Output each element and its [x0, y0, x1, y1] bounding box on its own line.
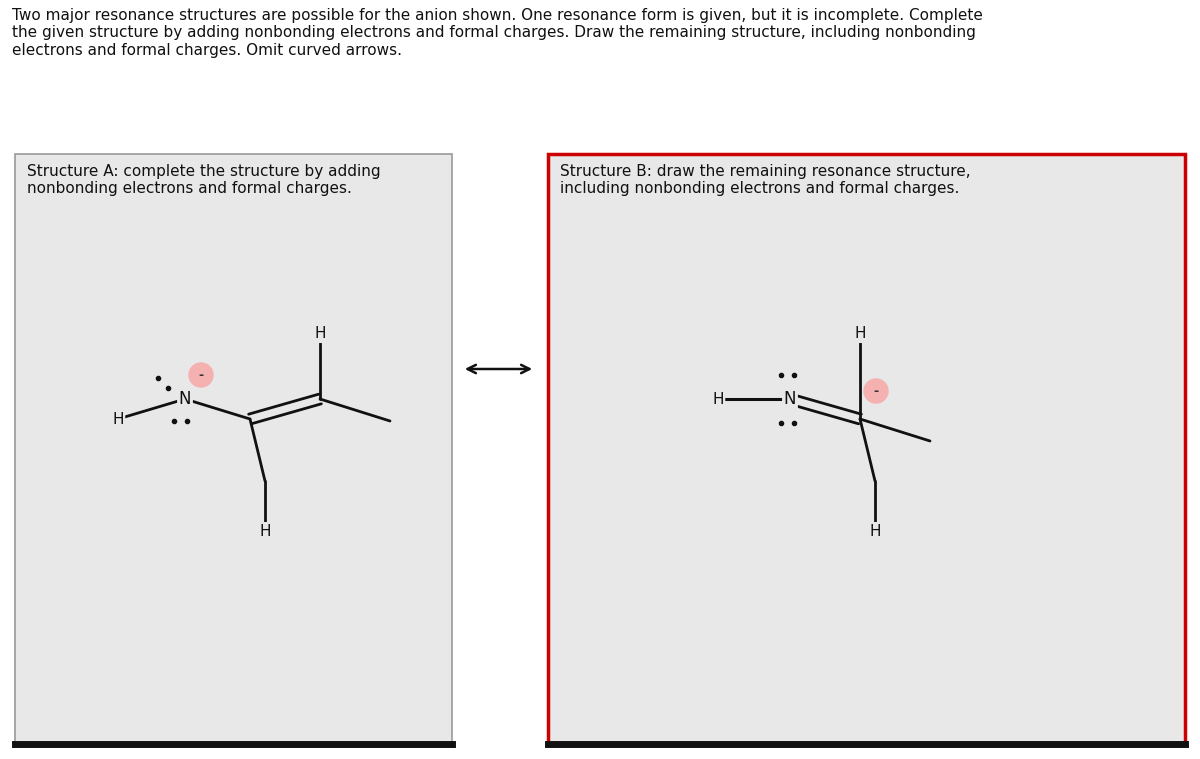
Text: Structure B: draw the remaining resonance structure,
including nonbonding electr: Structure B: draw the remaining resonanc…	[560, 164, 971, 197]
Circle shape	[864, 379, 888, 403]
Text: -: -	[874, 385, 878, 398]
Circle shape	[190, 363, 214, 387]
Bar	[14, 154, 452, 744]
Text: N: N	[784, 390, 797, 408]
Bar	[548, 154, 1186, 744]
Text: H: H	[854, 326, 865, 342]
Text: H: H	[713, 392, 724, 407]
Text: Structure A: complete the structure by adding
nonbonding electrons and formal ch: Structure A: complete the structure by a…	[28, 164, 380, 197]
Text: H: H	[259, 524, 271, 538]
Text: Two major resonance structures are possible for the anion shown. One resonance f: Two major resonance structures are possi…	[12, 8, 983, 58]
Text: -: -	[198, 369, 204, 382]
Text: H: H	[314, 326, 325, 342]
Text: H: H	[869, 524, 881, 538]
Text: H: H	[113, 411, 124, 427]
Text: N: N	[179, 390, 191, 408]
